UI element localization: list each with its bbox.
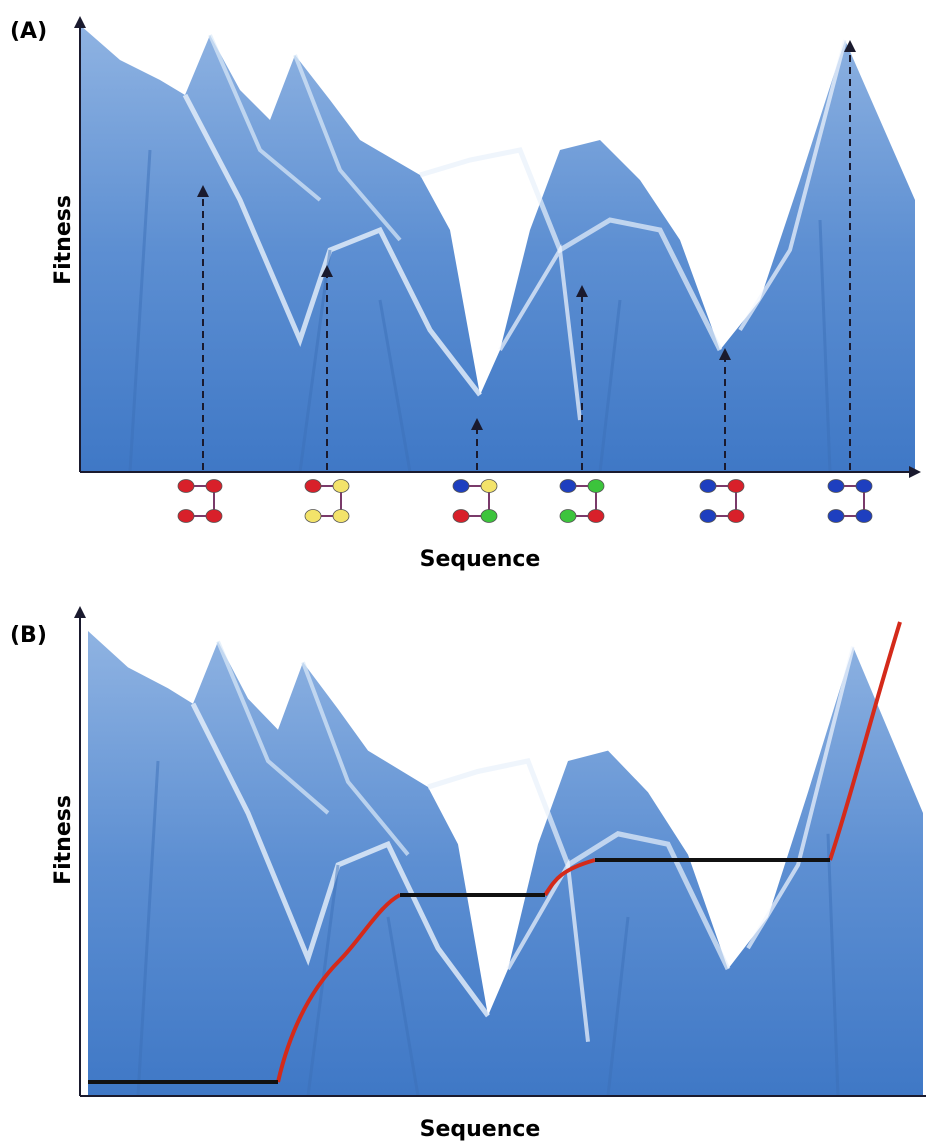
residue — [559, 479, 577, 493]
residue — [699, 509, 717, 523]
residue — [452, 479, 470, 493]
icon-bonds — [186, 485, 215, 517]
residue — [205, 479, 223, 493]
residue — [827, 509, 845, 523]
sequence-icon — [827, 479, 873, 523]
residue — [699, 479, 717, 493]
residue — [827, 479, 845, 493]
icon-bonds — [313, 485, 342, 517]
sequence-icon — [699, 479, 745, 523]
residue — [332, 479, 350, 493]
residue — [587, 479, 605, 493]
residue — [452, 509, 470, 523]
sequence-icon — [304, 479, 350, 523]
icon-bonds — [568, 485, 597, 517]
residue — [332, 509, 350, 523]
residue — [205, 509, 223, 523]
fitness-landscape — [88, 631, 923, 1096]
icon-bonds — [461, 485, 490, 517]
residue — [559, 509, 577, 523]
icon-bonds — [836, 485, 865, 517]
residue — [727, 509, 745, 523]
residue — [727, 479, 745, 493]
x-axis-label: Sequence — [420, 1117, 541, 1142]
sequence-icon — [177, 479, 223, 523]
residue — [587, 509, 605, 523]
panel-label: (B) — [10, 623, 47, 648]
sequence-icon — [452, 479, 498, 523]
residue — [177, 509, 195, 523]
mutation-arrows — [197, 40, 856, 470]
icon-bonds — [708, 485, 737, 517]
x-axis-label: Sequence — [420, 547, 541, 572]
residue — [480, 509, 498, 523]
neutral-drift — [88, 858, 830, 1084]
residue — [855, 509, 873, 523]
residue — [177, 479, 195, 493]
y-axis-label: Fitness — [51, 795, 76, 885]
residue — [855, 479, 873, 493]
sequence-icons — [177, 479, 873, 523]
panel-label: (A) — [10, 19, 47, 44]
y-axis-label: Fitness — [51, 195, 76, 285]
fitness-landscape — [80, 25, 915, 472]
adaptive-walk — [276, 621, 902, 1083]
sequence-icon — [559, 479, 605, 523]
residue — [304, 509, 322, 523]
residue — [480, 479, 498, 493]
residue — [304, 479, 322, 493]
